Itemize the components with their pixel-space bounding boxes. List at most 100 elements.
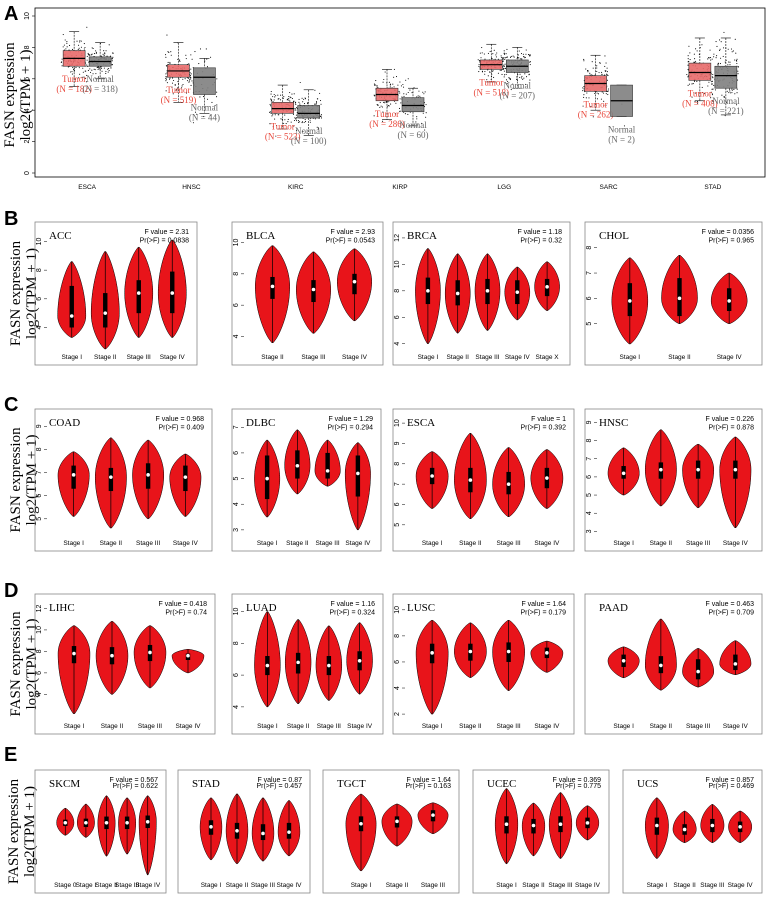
panel-a-tumor-n: (N = 182) (56, 84, 92, 94)
panel-a-point (583, 60, 585, 62)
panel-a-point (79, 73, 81, 75)
panel-a-point (693, 53, 695, 55)
panel-a-point (65, 48, 67, 50)
panel-a-point (701, 86, 703, 88)
panel-a-point (711, 58, 713, 60)
panel-a-point (582, 87, 584, 89)
panel-a-point (287, 121, 289, 123)
panel-a-point (297, 119, 299, 122)
violin-median (621, 658, 626, 663)
panel-a-point (506, 48, 508, 50)
panel-a-point (500, 55, 502, 57)
violin-stage-label: Stage II (261, 354, 284, 361)
panel-a-ytick-label: 0 (24, 171, 31, 175)
panel-a-point (711, 94, 714, 96)
violin-median (485, 289, 490, 293)
panel-a-point (605, 70, 607, 72)
violin-panel-pvalue: Pr(>F) = 0.709 (708, 610, 754, 617)
panel-a-point (92, 73, 94, 75)
violin-ytick-label: 4 (233, 334, 240, 338)
violin-panel-fvalue: F value = 0.567 (110, 777, 159, 784)
violin-ytick-label: 12 (36, 604, 43, 612)
panel-a-point (510, 55, 512, 57)
panel-a-box-tumor (271, 102, 295, 114)
panel-a-point (283, 96, 285, 98)
panel-a-point (101, 70, 103, 72)
panel-a-point (524, 83, 527, 86)
panel-a-point (508, 78, 510, 80)
panel-a-box-normal (714, 65, 738, 89)
violin-ytick-label: 2 (394, 712, 401, 716)
panel-a-point (199, 48, 202, 50)
panel-a-point (76, 40, 78, 42)
violin-panel-title: UCEC (487, 778, 516, 790)
panel-a-point (272, 114, 274, 116)
violin-stage-label: Stage I (61, 354, 82, 361)
panel-a-point (60, 61, 62, 63)
panel-a-point (165, 80, 167, 82)
panel-a-point (279, 99, 282, 101)
panel-a-point (714, 89, 716, 91)
panel-a-point (282, 97, 284, 99)
violin-stage-label: Stage III (251, 882, 275, 889)
panel-a-cancer-label: LGG (497, 184, 511, 191)
panel-a-point (84, 46, 86, 49)
panel-a-point (490, 58, 493, 60)
panel-a-point (496, 52, 498, 54)
panel-a-point (103, 50, 105, 52)
violin-ytick-label: 3 (586, 529, 593, 533)
panel-a-point (599, 62, 601, 64)
panel-a-point (315, 102, 318, 104)
violin-ytick-label: 6 (36, 671, 43, 675)
panel-a-point (86, 65, 88, 67)
panel-a-point (111, 60, 113, 62)
panel-a-point (711, 83, 713, 86)
panel-a-tumor-label: Tumor (688, 88, 712, 98)
panel-label-c: C (4, 394, 18, 416)
panel-a-point (189, 72, 191, 74)
panel-a-point (94, 69, 96, 71)
panel-a-point (179, 60, 181, 63)
panel-a-point (165, 90, 167, 92)
panel-a-point (103, 67, 105, 69)
panel-a-point (481, 46, 483, 49)
panel-a-point (62, 46, 64, 48)
violin-panel-fvalue: F value = 1.29 (328, 416, 373, 423)
panel-a-point (409, 89, 411, 91)
violin-ytick-label: 7 (586, 271, 593, 275)
panel-a-point (111, 52, 113, 54)
panel-label-e: E (4, 744, 17, 766)
panel-a-point (708, 81, 710, 83)
panel-a-point (93, 68, 95, 70)
violin-panel-frame (392, 221, 571, 366)
panel-a-point (487, 52, 489, 54)
panel-a-point (710, 97, 712, 99)
panel-a-point (713, 107, 715, 109)
panel-a-point (487, 75, 489, 77)
panel-a-point (284, 114, 286, 116)
violin-median (430, 474, 434, 478)
panel-a-point (405, 93, 407, 95)
panel-a-point (190, 84, 192, 87)
violin-stage-label: Stage IV (534, 540, 560, 547)
violin-panel-frame (34, 221, 198, 366)
violin-panel-frame (472, 769, 610, 894)
panel-a-point (299, 121, 301, 123)
panel-a-point (171, 86, 173, 88)
panel-a-point (694, 58, 696, 60)
violin-ytick-label: 4 (394, 342, 401, 346)
violin-median (296, 660, 300, 665)
panel-a-point (402, 83, 404, 86)
panel-a-point (165, 76, 167, 78)
panel-a-point (191, 80, 193, 82)
violin-panel-frame (584, 408, 763, 552)
violin-ytick-label: 7 (394, 482, 401, 486)
violin-median (325, 469, 330, 473)
panel-a-point (87, 65, 89, 67)
violin-median (531, 823, 536, 828)
panel-a-point (509, 56, 512, 58)
panel-a-point (272, 126, 274, 128)
panel-a-point (484, 58, 486, 60)
violin-panel-frame (392, 408, 575, 552)
